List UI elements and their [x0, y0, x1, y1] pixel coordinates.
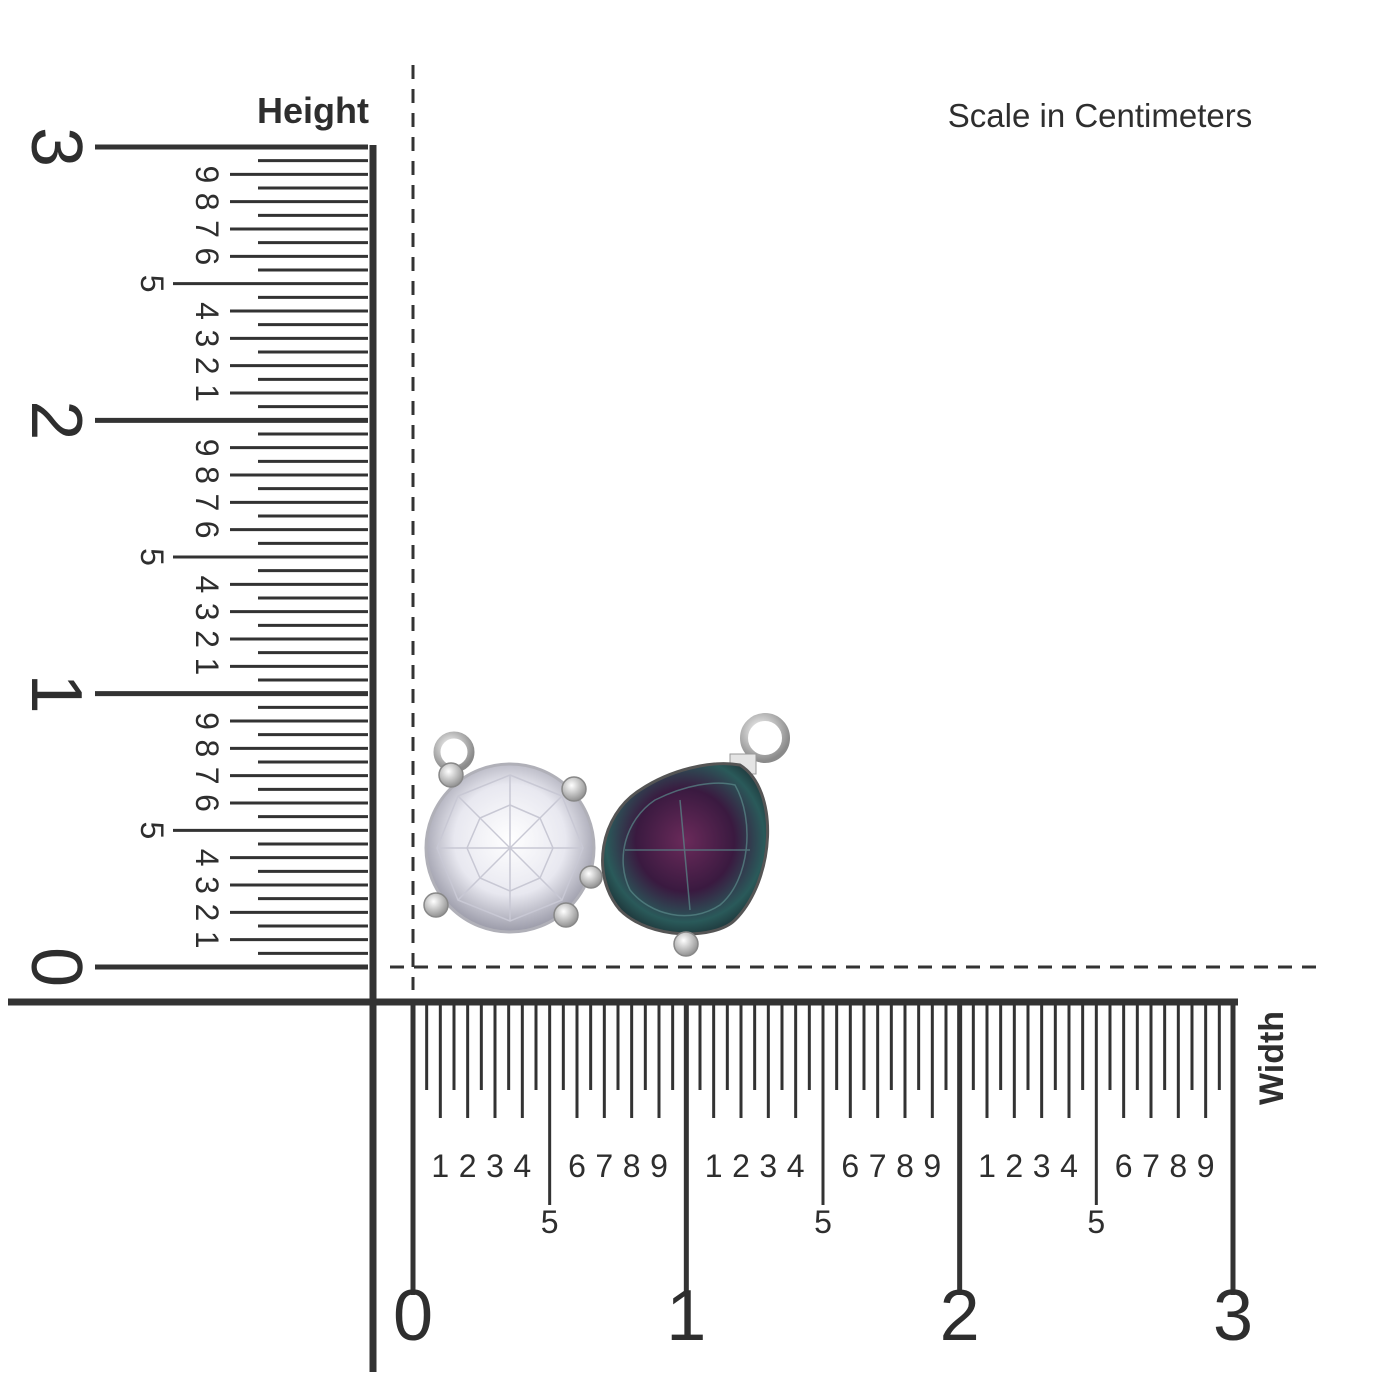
width-minor-label: 1 — [431, 1148, 449, 1184]
width-minor-label: 7 — [1142, 1148, 1160, 1184]
width-minor-label: 2 — [459, 1148, 477, 1184]
height-minor-label: 6 — [189, 794, 225, 812]
height-minor-label: 4 — [189, 575, 225, 593]
width-minor-label: 3 — [1033, 1148, 1051, 1184]
height-minor-label: 1 — [189, 931, 225, 949]
facets — [436, 774, 584, 922]
width-major-label: 1 — [666, 1276, 706, 1356]
width-minor-label: 9 — [1197, 1148, 1215, 1184]
guide-lines — [390, 65, 1320, 990]
height-minor-label: 7 — [189, 493, 225, 511]
width-minor-label: 1 — [705, 1148, 723, 1184]
height-minor-label: 3 — [189, 603, 225, 621]
height-major-label: 1 — [16, 674, 96, 714]
scale-note: Scale in Centimeters — [948, 97, 1252, 134]
width-minor-label: 6 — [841, 1148, 859, 1184]
height-minor-label: 4 — [189, 302, 225, 320]
height-minor-label: 5 — [134, 275, 170, 293]
height-minor-label: 2 — [189, 357, 225, 375]
height-minor-label: 7 — [189, 220, 225, 238]
height-minor-label: 6 — [189, 521, 225, 539]
rulers: 1 2 3 456 7 8 9 1 2 3 456 7 8 9 1 2 3 456 7 8 90 1 2 3123456789… — [8, 127, 1253, 1372]
height-major-label: 0 — [16, 947, 96, 987]
width-minor-label: 2 — [1005, 1148, 1023, 1184]
width-minor-label: 4 — [1060, 1148, 1078, 1184]
width-minor-label: 4 — [787, 1148, 805, 1184]
width-minor-label: 4 — [513, 1148, 531, 1184]
jump-ring — [740, 713, 790, 763]
height-minor-label: 2 — [189, 630, 225, 648]
width-major-label: 2 — [940, 1276, 980, 1356]
height-minor-label: 5 — [134, 548, 170, 566]
width-minor-label: 6 — [568, 1148, 586, 1184]
width-minor-label: 9 — [923, 1148, 941, 1184]
height-minor-label: 8 — [189, 466, 225, 484]
width-minor-label: 5 — [814, 1204, 832, 1240]
height-minor-label: 6 — [189, 247, 225, 265]
height-minor-label: 3 — [189, 876, 225, 894]
height-minor-label: 9 — [189, 712, 225, 730]
width-minor-label: 9 — [650, 1148, 668, 1184]
height-minor-label: 8 — [189, 739, 225, 757]
width-minor-label: 3 — [486, 1148, 504, 1184]
height-minor-label: 1 — [189, 657, 225, 675]
width-minor-label: 5 — [1087, 1204, 1105, 1240]
height-minor-label: 1 — [189, 384, 225, 402]
height-minor-label: 2 — [189, 903, 225, 921]
height-minor-label: 4 — [189, 849, 225, 867]
height-label: Height — [257, 90, 369, 131]
width-minor-label: 2 — [732, 1148, 750, 1184]
pendant — [423, 713, 790, 957]
width-minor-label: 6 — [1115, 1148, 1133, 1184]
width-minor-label: 7 — [595, 1148, 613, 1184]
height-minor-label: 8 — [189, 193, 225, 211]
height-minor-label: 9 — [189, 165, 225, 183]
width-minor-label: 1 — [978, 1148, 996, 1184]
height-major-label: 3 — [16, 127, 96, 167]
prongs — [423, 762, 699, 957]
width-minor-label: 8 — [896, 1148, 914, 1184]
height-major-label: 2 — [16, 400, 96, 440]
height-minor-label: 5 — [134, 821, 170, 839]
width-minor-label: 5 — [541, 1204, 559, 1240]
width-label: Width — [1253, 1011, 1291, 1105]
width-major-label: 3 — [1213, 1276, 1253, 1356]
width-minor-label: 8 — [1169, 1148, 1187, 1184]
width-minor-label: 7 — [869, 1148, 887, 1184]
facets — [622, 782, 750, 917]
width-minor-label: 8 — [623, 1148, 641, 1184]
height-minor-label: 9 — [189, 439, 225, 457]
width-minor-label: 3 — [759, 1148, 777, 1184]
height-minor-label: 3 — [189, 329, 225, 347]
height-minor-label: 7 — [189, 767, 225, 785]
width-major-label: 0 — [393, 1276, 433, 1356]
